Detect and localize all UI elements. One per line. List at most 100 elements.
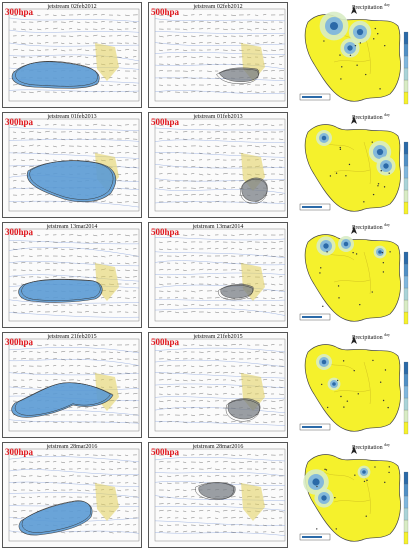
station-dot [340, 78, 342, 80]
wind-vector [190, 502, 196, 505]
legend-swatch [403, 409, 409, 423]
wind-vector [12, 421, 18, 423]
wind-vector [76, 344, 82, 346]
wind-vector [44, 152, 49, 154]
wind-vector [206, 262, 211, 264]
wind-vector [20, 303, 26, 306]
station-dot [323, 40, 325, 42]
wind-vector [246, 517, 251, 519]
wind-vector [116, 77, 121, 79]
wind-vector [92, 123, 98, 126]
wind-vector [158, 467, 163, 470]
wind-vector [20, 365, 25, 367]
station-dot [372, 193, 375, 196]
jet-core [11, 61, 100, 89]
wind-vector [222, 84, 227, 86]
legend-swatch [403, 519, 409, 533]
wind-vector [20, 261, 26, 264]
precip-zone-dark [362, 470, 366, 474]
wind-vector [132, 28, 137, 30]
wind-vector [182, 400, 187, 402]
wind-vector [174, 297, 179, 299]
station-dot [346, 400, 349, 402]
panel-title: jetstream 01feb2013 [193, 114, 243, 120]
station-dot [356, 64, 358, 66]
wind-vector [198, 453, 204, 456]
streamline [154, 251, 286, 259]
wind-vector [190, 42, 196, 44]
wind-vector [20, 151, 26, 154]
wind-vector [278, 145, 284, 148]
wind-vector [270, 351, 276, 353]
wind-vector [222, 475, 227, 478]
wind-vector [68, 201, 73, 203]
wind-vector [166, 393, 171, 395]
streamline [154, 420, 286, 426]
wind-vector [262, 276, 267, 278]
legend-swatch [403, 531, 409, 545]
wind-vector [214, 166, 220, 168]
streamline [154, 152, 286, 158]
jet-contour [218, 285, 253, 301]
wind-vector [222, 14, 227, 16]
wind-vector [262, 407, 268, 410]
station-dot [365, 515, 367, 517]
wind-vector [254, 27, 259, 30]
wind-vector [116, 461, 121, 463]
wind-vector [190, 28, 195, 30]
station-dot [372, 359, 374, 362]
wind-vector [222, 531, 227, 533]
wind-vector [182, 241, 187, 243]
legend-swatch [403, 471, 409, 485]
wind-vector [270, 496, 276, 498]
wind-vector [238, 241, 244, 243]
wind-vector [20, 137, 26, 140]
wind-vector [12, 386, 18, 388]
wind-vector [116, 496, 122, 498]
wind-vector [206, 510, 211, 512]
wind-vector [68, 20, 74, 23]
wind-vector [84, 489, 90, 492]
wind-vector [198, 407, 203, 409]
wind-vector [198, 166, 204, 168]
streamline [8, 359, 140, 366]
wind-vector [116, 262, 121, 264]
wind-vector [20, 35, 25, 37]
wind-vector [214, 474, 220, 477]
wind-vector [174, 241, 179, 243]
jetstream-plot [8, 118, 140, 212]
wind-vector [44, 28, 49, 30]
wind-vector [278, 311, 284, 313]
precipitation-map: Precipitation day [294, 222, 414, 328]
wind-vector [116, 144, 121, 147]
wind-vector [76, 304, 82, 306]
map-title-text: Precipitation [352, 5, 383, 11]
precipitation-map: Precipitation day [294, 2, 414, 108]
station-dot [354, 44, 357, 47]
north-arrow-icon [351, 446, 357, 454]
wind-vector [238, 91, 244, 93]
wind-vector [166, 165, 171, 168]
wind-vector [278, 179, 284, 182]
streamline [154, 383, 286, 388]
wind-vector [124, 90, 130, 93]
wind-vector [68, 138, 73, 141]
streamline [8, 152, 140, 159]
wind-vector [214, 200, 220, 203]
wind-vector [270, 482, 276, 484]
wind-vector [28, 56, 33, 58]
wind-vector [190, 496, 195, 498]
wind-vector [222, 454, 228, 456]
wind-vector [270, 77, 276, 79]
wind-vector [124, 400, 129, 402]
station-dot [339, 54, 341, 56]
wind-vector [44, 489, 49, 491]
wind-vector [214, 84, 219, 87]
legend-bar [302, 316, 322, 318]
wind-vector [222, 144, 228, 147]
wind-vector [182, 14, 188, 16]
wind-vector [262, 475, 267, 477]
wind-vector [174, 421, 179, 423]
wind-vector [174, 42, 179, 44]
wind-vector [124, 421, 130, 424]
